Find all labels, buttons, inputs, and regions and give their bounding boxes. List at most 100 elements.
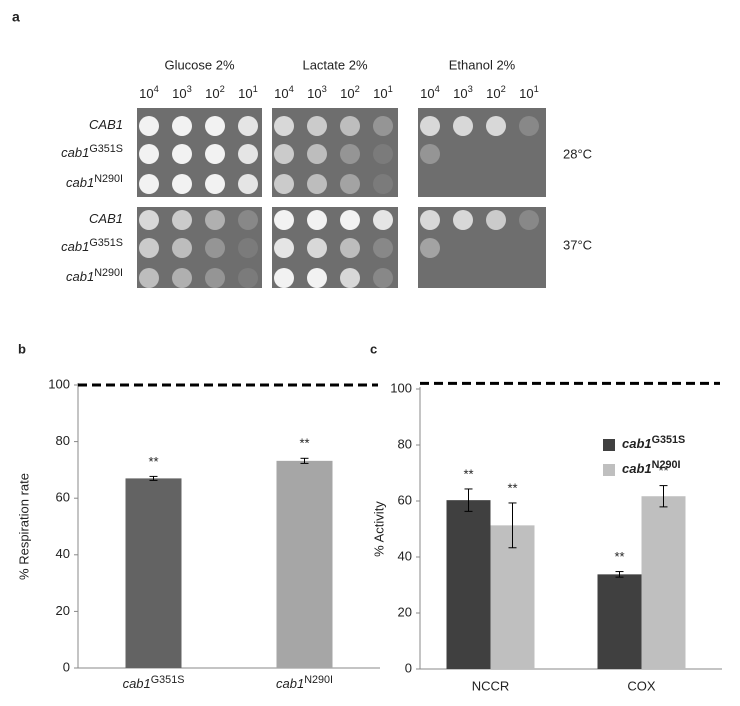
colony-spot <box>340 174 360 194</box>
colony-spot <box>205 268 225 288</box>
y-tick-label: 100 <box>48 376 70 391</box>
dilution-label-base: 10 <box>373 86 387 101</box>
panel-label: b <box>18 341 26 356</box>
colony-spot <box>205 210 225 230</box>
temperature-label: 37°C <box>563 237 592 252</box>
bar <box>276 460 333 668</box>
significance-label: ** <box>658 463 668 478</box>
legend-label-base: cab1 <box>622 436 652 451</box>
colony-spot <box>205 238 225 258</box>
strain-label: CAB1 <box>89 117 123 132</box>
dilution-label: 101 <box>519 84 539 101</box>
colony-spot <box>238 116 258 136</box>
colony-spot <box>139 210 159 230</box>
dilution-label-sup: 2 <box>501 84 506 94</box>
y-tick-label: 0 <box>405 660 412 675</box>
dilution-label: 101 <box>373 84 393 101</box>
colony-spot <box>373 210 393 230</box>
medium-label: Lactate 2% <box>302 57 367 72</box>
y-tick-label: 20 <box>56 603 70 618</box>
dilution-label-sup: 4 <box>289 84 294 94</box>
y-tick-label: 40 <box>398 548 412 563</box>
y-tick-label: 60 <box>398 492 412 507</box>
colony-spot <box>373 174 393 194</box>
strain-label-sup: N290I <box>94 267 123 279</box>
colony-spot <box>340 210 360 230</box>
dilution-label-base: 10 <box>453 86 467 101</box>
colony-spot <box>172 210 192 230</box>
colony-spot <box>274 210 294 230</box>
colony-spot <box>420 116 440 136</box>
dilution-label: 101 <box>238 84 258 101</box>
colony-spot <box>420 210 440 230</box>
strain-label: cab1N290I <box>66 173 123 191</box>
x-tick-label-base: cab1 <box>276 676 304 691</box>
colony-spot <box>307 268 327 288</box>
colony-spot <box>139 174 159 194</box>
dilution-label-sup: 1 <box>253 84 258 94</box>
colony-spot <box>340 238 360 258</box>
dilution-label-sup: 3 <box>187 84 192 94</box>
legend-label-sup: G351S <box>652 434 686 446</box>
colony-spot <box>274 174 294 194</box>
colony-spot <box>172 116 192 136</box>
significance-label: ** <box>148 454 158 469</box>
strain-label-sup: N290I <box>94 173 123 185</box>
x-tick-label-base: cab1 <box>123 676 151 691</box>
colony-spot <box>340 144 360 164</box>
x-tick-label: COX <box>627 678 656 693</box>
y-tick-label: 40 <box>56 546 70 561</box>
medium-label: Ethanol 2% <box>449 57 516 72</box>
colony-spot <box>238 210 258 230</box>
colony-spot <box>274 268 294 288</box>
y-tick-label: 80 <box>56 433 70 448</box>
significance-label: ** <box>614 549 624 564</box>
dilution-label-base: 10 <box>238 86 252 101</box>
legend-swatch <box>603 464 615 476</box>
dilution-label-base: 10 <box>274 86 288 101</box>
strain-label-base: CAB1 <box>89 211 123 226</box>
legend-label-sup: N290I <box>652 459 681 471</box>
legend-label: cab1N290I <box>622 459 680 477</box>
y-tick-label: 80 <box>398 436 412 451</box>
colony-spot <box>307 174 327 194</box>
dilution-label-sup: 4 <box>435 84 440 94</box>
colony-spot <box>453 210 473 230</box>
colony-spot <box>205 116 225 136</box>
colony-spot <box>420 238 440 258</box>
dilution-label-base: 10 <box>172 86 186 101</box>
colony-spot <box>172 238 192 258</box>
colony-spot <box>238 174 258 194</box>
colony-spot <box>340 116 360 136</box>
dilution-label-sup: 3 <box>468 84 473 94</box>
strain-label-sup: G351S <box>89 143 123 155</box>
colony-spot <box>205 174 225 194</box>
colony-spot <box>373 116 393 136</box>
colony-spot <box>274 144 294 164</box>
significance-label: ** <box>507 480 517 495</box>
dilution-label-sup: 1 <box>388 84 393 94</box>
y-axis-label: % Respiration rate <box>16 473 31 580</box>
bar <box>641 496 686 669</box>
y-tick-label: 0 <box>63 659 70 674</box>
dilution-label-base: 10 <box>307 86 321 101</box>
bar <box>490 525 535 669</box>
dilution-label: 103 <box>172 84 192 101</box>
strain-label: CAB1 <box>89 211 123 226</box>
dilution-label: 104 <box>274 84 294 101</box>
panel-label: c <box>370 341 377 356</box>
colony-spot <box>274 238 294 258</box>
bar <box>446 500 491 669</box>
medium-label: Glucose 2% <box>164 57 235 72</box>
colony-spot <box>238 238 258 258</box>
dilution-label: 103 <box>307 84 327 101</box>
colony-spot <box>453 116 473 136</box>
dilution-label: 104 <box>420 84 440 101</box>
colony-spot <box>307 238 327 258</box>
bar <box>125 478 182 668</box>
dilution-label-base: 10 <box>205 86 219 101</box>
dilution-label-sup: 3 <box>322 84 327 94</box>
colony-spot <box>373 144 393 164</box>
dilution-label-sup: 2 <box>355 84 360 94</box>
